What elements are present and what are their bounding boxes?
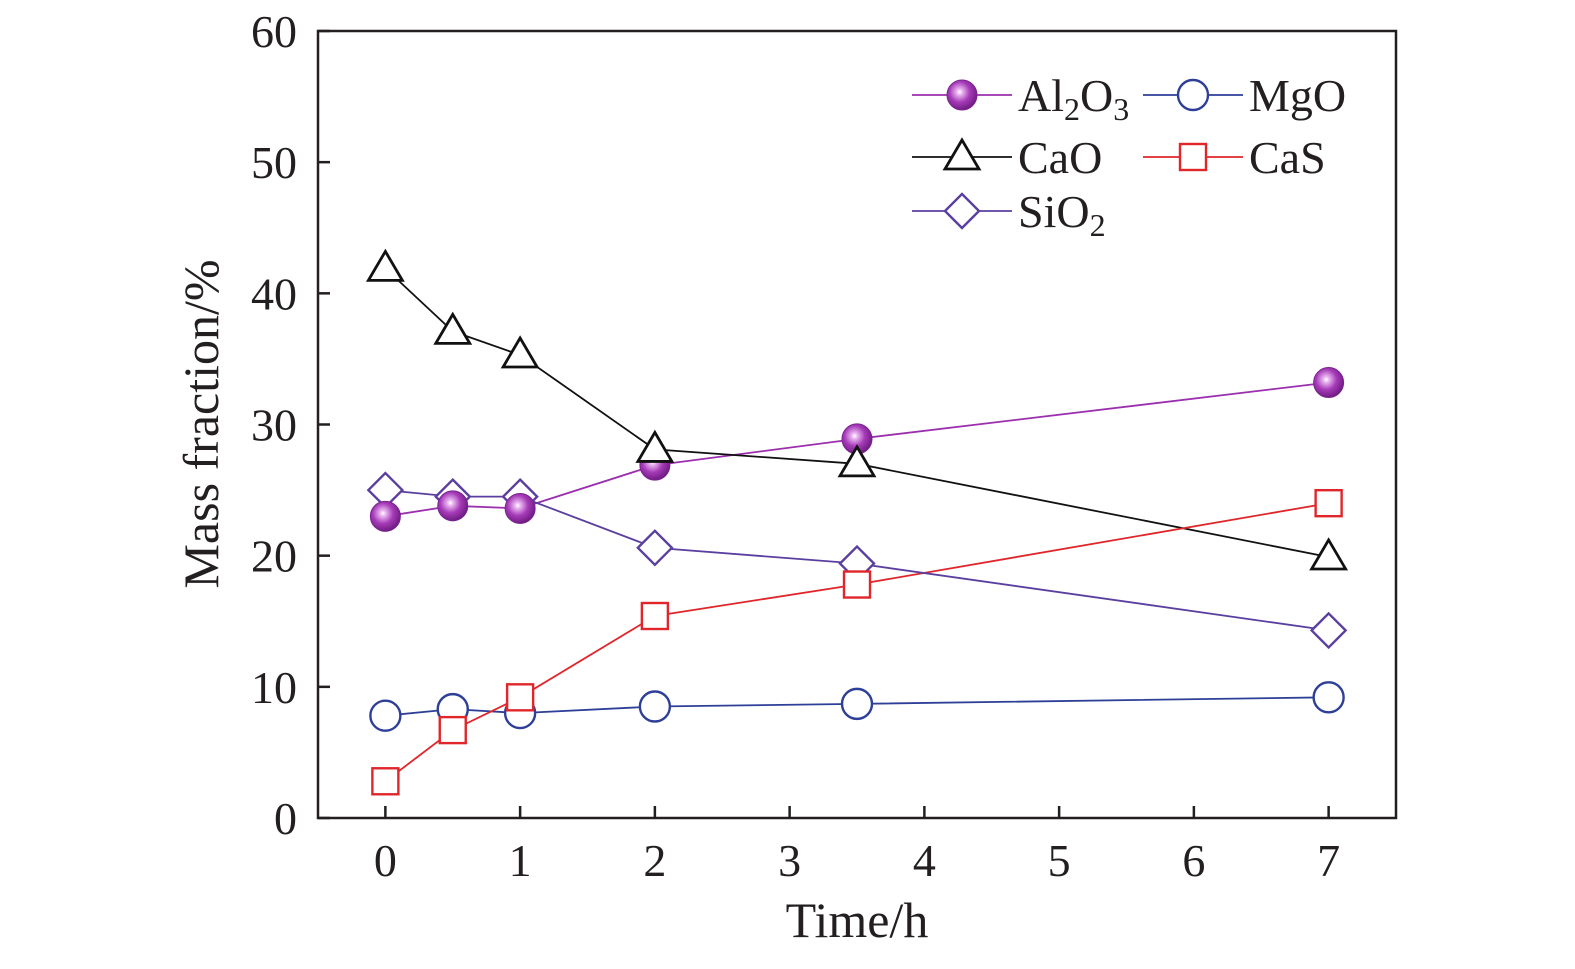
series-layer (365, 248, 1349, 796)
y-tick-label: 30 (251, 400, 297, 451)
y-tick-label: 50 (251, 137, 297, 188)
legend-item: Al2O3 (912, 70, 1129, 127)
x-tick-label: 7 (1317, 835, 1340, 886)
legend-item: SiO2 (912, 186, 1106, 243)
legend-text: O (1056, 186, 1089, 237)
legend-marker (946, 79, 978, 111)
y-axis-title: Mass fraction/% (173, 259, 229, 588)
legend-label: Al2O3 (1018, 70, 1129, 127)
series-markers-2 (365, 248, 1349, 571)
data-point (1314, 489, 1343, 518)
y-axis: 0 10 20 30 40 50 60 (251, 6, 330, 844)
data-point (1309, 537, 1349, 571)
data-point (1313, 367, 1345, 399)
x-tick-label: 4 (913, 835, 936, 886)
legend-text: Si (1018, 186, 1056, 237)
data-point (437, 490, 469, 522)
legend-item: MgO (1143, 70, 1346, 121)
legend-label: CaS (1249, 132, 1326, 183)
data-point (635, 429, 675, 463)
x-tick-label: 1 (509, 835, 532, 886)
y-tick-label: 40 (251, 268, 297, 319)
x-tick-label: 3 (778, 835, 801, 886)
data-point (837, 444, 877, 478)
legend-marker (942, 137, 982, 171)
y-tick-label: 10 (251, 662, 297, 713)
x-tick-label: 5 (1048, 835, 1071, 886)
data-point (1312, 681, 1345, 714)
data-point (369, 699, 402, 732)
x-tick-label: 6 (1182, 835, 1205, 886)
legend-marker (943, 192, 981, 230)
data-point (636, 529, 674, 567)
series-line-2 (384, 267, 1329, 558)
legend-label: MgO (1249, 70, 1346, 121)
data-point (1309, 611, 1348, 650)
data-point (438, 715, 467, 745)
data-point (433, 311, 473, 345)
legend-subscript: 2 (1090, 207, 1106, 243)
legend-item: CaS (1143, 132, 1326, 183)
legend-label: CaO (1018, 132, 1102, 183)
data-point (500, 335, 540, 369)
data-point (504, 492, 536, 524)
x-tick-label: 2 (643, 835, 666, 886)
x-axis: 0 1 2 3 4 5 6 7 (374, 806, 1340, 886)
legend-text: O (1080, 70, 1113, 121)
legend-subscript: 2 (1064, 91, 1080, 127)
y-tick-label: 60 (251, 6, 297, 57)
legend-subscript: 3 (1113, 91, 1129, 127)
y-tick-label: 0 (274, 793, 297, 844)
y-tick-label: 20 (251, 531, 297, 582)
series-markers-3 (371, 489, 1343, 796)
legend-text: Al (1018, 70, 1064, 121)
data-point (640, 601, 670, 631)
data-point (371, 767, 400, 796)
data-point (505, 683, 535, 712)
data-point (638, 690, 672, 723)
data-point (842, 570, 872, 599)
data-point (840, 687, 874, 721)
legend-marker (1176, 78, 1210, 112)
legend-item: CaO (912, 132, 1102, 183)
data-point (369, 500, 401, 532)
legend-label: SiO2 (1018, 186, 1106, 243)
legend-marker (1178, 142, 1208, 172)
data-point (365, 248, 405, 282)
x-axis-title: Time/h (786, 892, 929, 948)
x-tick-label: 0 (374, 835, 397, 886)
